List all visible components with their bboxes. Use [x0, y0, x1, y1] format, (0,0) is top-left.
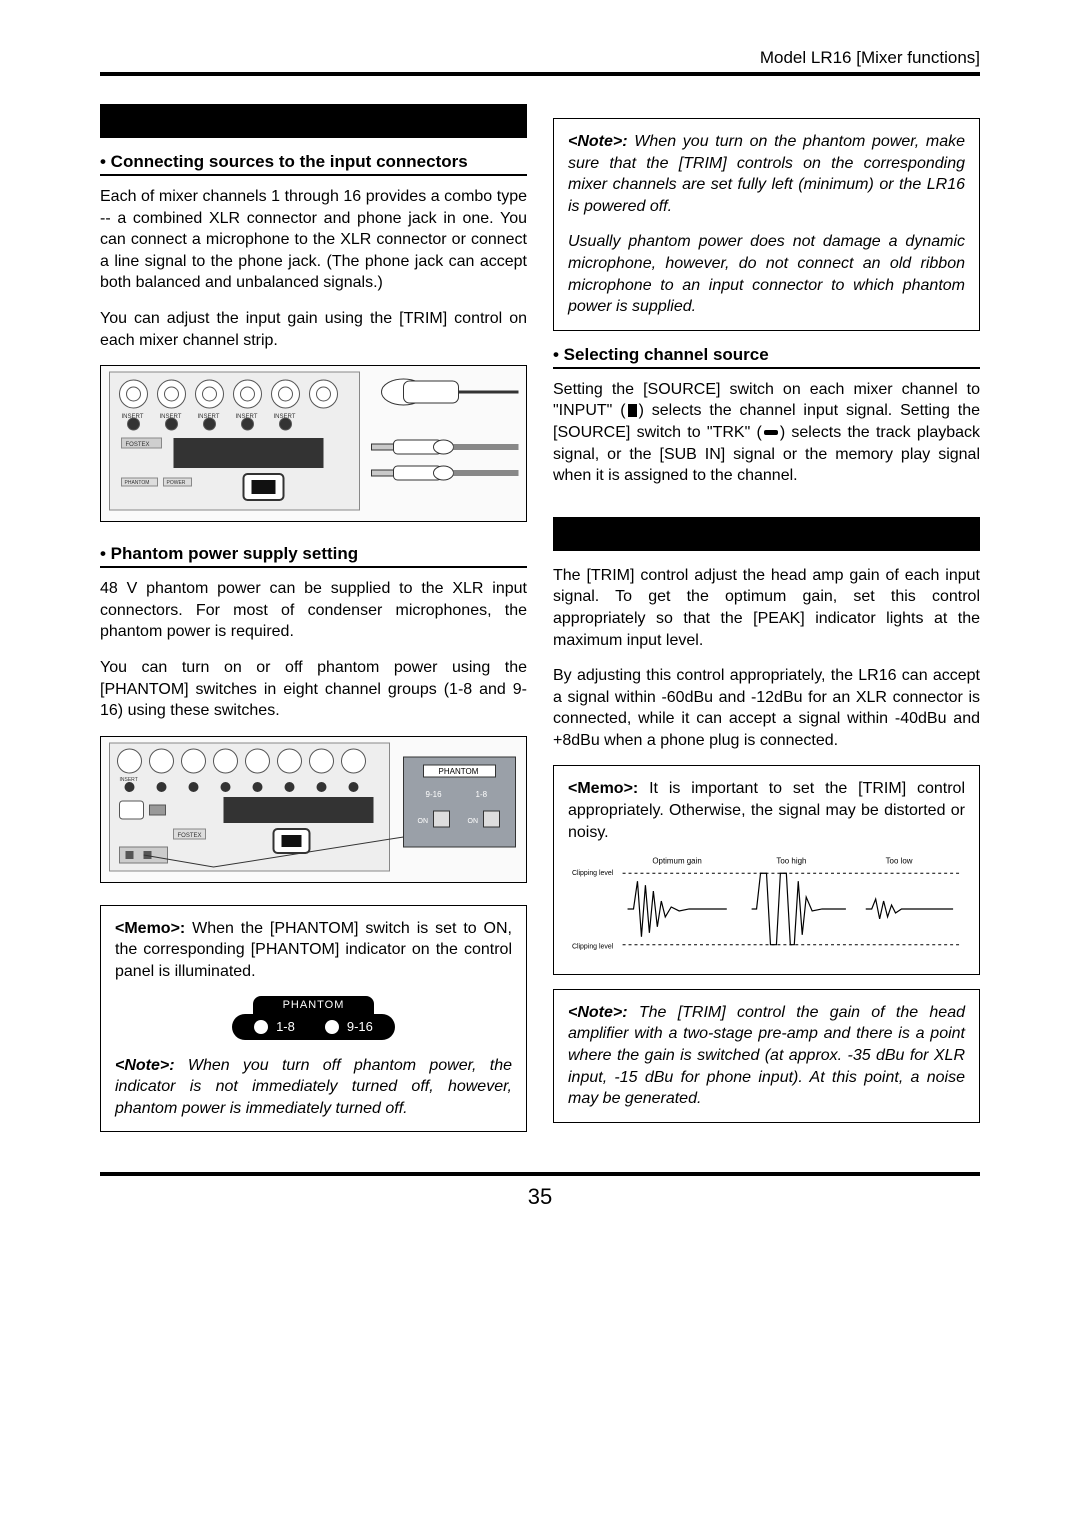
phantom-title: PHANTOM [253, 996, 375, 1015]
memo-phantom-indicator: <Memo>: When the [PHANTOM] switch is set… [100, 905, 527, 1133]
svg-text:Optimum gain: Optimum gain [652, 857, 701, 866]
note-text: When you turn on the phantom power, make… [568, 133, 965, 215]
heading-connecting-sources: • Connecting sources to the input connec… [100, 152, 527, 176]
group-label: 1-8 [276, 1018, 295, 1036]
note-label: <Note>: [568, 1004, 628, 1021]
note-text: The [TRIM] control the gain of the head … [568, 1004, 965, 1107]
svg-text:Too high: Too high [776, 857, 806, 866]
waveform-svg: Optimum gain Too high Too low Clipping l… [568, 851, 965, 961]
svg-text:INSERT: INSERT [198, 414, 220, 420]
svg-text:INSERT: INSERT [120, 777, 138, 783]
switch-down-icon [764, 430, 778, 435]
connector-svg: INSERT INSERT INSERT INSERT INSERT FOSTE… [101, 366, 526, 516]
callout-title: PHANTOM [439, 767, 479, 776]
phantom-indicator-graphic: PHANTOM 1-8 9-16 [115, 993, 512, 1041]
para: You can turn on or off phantom power usi… [100, 657, 527, 722]
svg-text:INSERT: INSERT [160, 414, 182, 420]
page-header: Model LR16 [Mixer functions] [100, 48, 980, 76]
svg-text:Clipping level: Clipping level [572, 944, 614, 951]
para: You can adjust the input gain using the … [100, 308, 527, 351]
note-text: When you turn off phantom power, the ind… [115, 1057, 512, 1117]
heading-phantom-power: • Phantom power supply setting [100, 544, 527, 568]
svg-text:Too low: Too low [886, 857, 913, 866]
led-icon [325, 1020, 339, 1034]
switch-up-icon [628, 404, 637, 417]
note-trim-gain-switch: <Note>: The [TRIM] control the gain of t… [553, 989, 980, 1123]
section-bar-trim [553, 517, 980, 551]
memo-label: <Memo>: [115, 920, 185, 937]
content-columns: • Connecting sources to the input connec… [100, 104, 980, 1146]
connector-diagram: INSERT INSERT INSERT INSERT INSERT FOSTE… [100, 365, 527, 522]
led-icon [254, 1020, 268, 1034]
svg-text:FOSTEX: FOSTEX [126, 442, 150, 448]
phantom-switch-diagram: INSERT FOSTEX PHANTOM 9-16 1-8 [100, 736, 527, 883]
waveform-diagram: Optimum gain Too high Too low Clipping l… [568, 851, 965, 968]
para: By adjusting this control appropriately,… [553, 665, 980, 751]
svg-text:ON: ON [468, 818, 479, 825]
svg-text:1-8: 1-8 [476, 790, 488, 799]
svg-text:INSERT: INSERT [122, 414, 144, 420]
section-bar-input [100, 104, 527, 138]
para: Each of mixer channels 1 through 16 prov… [100, 186, 527, 294]
svg-text:Clipping level: Clipping level [572, 870, 614, 877]
svg-text:INSERT: INSERT [274, 414, 296, 420]
para-source-switch: Setting the [SOURCE] switch on each mixe… [553, 379, 980, 487]
svg-text:POWER: POWER [167, 480, 186, 486]
svg-text:ON: ON [418, 818, 429, 825]
note-text: Usually phantom power does not damage a … [568, 231, 965, 317]
memo-label: <Memo>: [568, 780, 638, 797]
right-column: <Note>: When you turn on the phantom pow… [553, 104, 980, 1146]
heading-selecting-source: • Selecting channel source [553, 345, 980, 369]
svg-text:INSERT: INSERT [236, 414, 258, 420]
page-number: 35 [100, 1172, 980, 1210]
memo-trim: <Memo>: It is important to set the [TRIM… [553, 765, 980, 974]
note-label: <Note>: [568, 133, 628, 150]
para: 48 V phantom power can be supplied to th… [100, 578, 527, 643]
group-label: 9-16 [347, 1018, 373, 1036]
left-column: • Connecting sources to the input connec… [100, 104, 527, 1146]
para: The [TRIM] control adjust the head amp g… [553, 565, 980, 651]
svg-text:PHANTOM: PHANTOM [125, 480, 150, 486]
svg-text:FOSTEX: FOSTEX [178, 833, 202, 839]
note-label: <Note>: [115, 1057, 175, 1074]
phantom-diag-svg: INSERT FOSTEX PHANTOM 9-16 1-8 [101, 737, 526, 877]
note-phantom-warning: <Note>: When you turn on the phantom pow… [553, 118, 980, 331]
svg-text:9-16: 9-16 [426, 790, 443, 799]
